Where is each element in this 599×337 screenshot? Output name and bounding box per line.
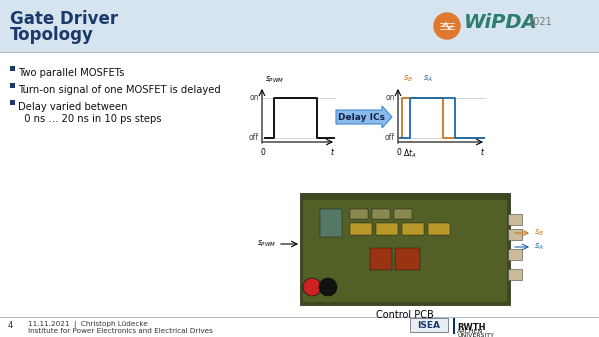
Text: Delay varied between
  0 ns … 20 ns in 10 ps steps: Delay varied between 0 ns … 20 ns in 10 … xyxy=(18,102,162,124)
Bar xyxy=(320,209,342,237)
Text: Delay ICs: Delay ICs xyxy=(337,113,385,122)
Bar xyxy=(508,214,522,225)
Bar xyxy=(0,0,599,52)
Text: $s_B$: $s_B$ xyxy=(403,73,413,84)
Bar xyxy=(300,193,510,305)
Bar xyxy=(428,223,450,235)
Text: WiPDA: WiPDA xyxy=(464,12,538,31)
Text: Gate Driver: Gate Driver xyxy=(10,10,118,28)
Text: Institute for Power Electronics and Electrical Drives: Institute for Power Electronics and Elec… xyxy=(28,328,213,334)
Bar xyxy=(395,248,420,270)
Text: off: off xyxy=(249,133,259,143)
Text: Control PCB: Control PCB xyxy=(376,310,434,320)
Text: $s_{PWM}$: $s_{PWM}$ xyxy=(265,74,284,85)
Text: Topology: Topology xyxy=(10,26,94,44)
Text: 4: 4 xyxy=(8,321,13,330)
Bar xyxy=(350,223,372,235)
Bar xyxy=(372,209,390,219)
Text: on: on xyxy=(250,93,259,102)
Bar xyxy=(508,249,522,260)
Text: $s_B$: $s_B$ xyxy=(534,228,544,238)
Bar xyxy=(10,100,15,105)
Text: 0: 0 xyxy=(397,148,401,157)
Text: $s_{PWM}$: $s_{PWM}$ xyxy=(257,239,276,249)
Text: on: on xyxy=(386,93,395,102)
Text: AACHEN: AACHEN xyxy=(457,329,483,334)
Text: $\Delta t_A$: $\Delta t_A$ xyxy=(403,148,417,160)
Bar xyxy=(394,209,412,219)
Text: 11.11.2021  |  Christoph Lüdecke: 11.11.2021 | Christoph Lüdecke xyxy=(28,321,148,328)
Text: $s_A$: $s_A$ xyxy=(423,73,433,84)
FancyArrow shape xyxy=(336,106,392,128)
Bar xyxy=(370,248,392,270)
Text: off: off xyxy=(385,133,395,143)
Bar xyxy=(10,83,15,88)
Text: ISEA: ISEA xyxy=(418,320,440,330)
Bar xyxy=(508,269,522,280)
Bar xyxy=(402,223,424,235)
Text: t: t xyxy=(331,148,334,157)
Text: t: t xyxy=(480,148,483,157)
Circle shape xyxy=(434,13,460,39)
Text: 0: 0 xyxy=(261,148,265,157)
Text: RWTH: RWTH xyxy=(457,323,486,332)
Text: 2021: 2021 xyxy=(527,17,552,27)
Text: Turn-on signal of one MOSFET is delayed: Turn-on signal of one MOSFET is delayed xyxy=(18,85,221,95)
Bar xyxy=(350,209,368,219)
Bar xyxy=(376,223,398,235)
Bar xyxy=(508,229,522,240)
Circle shape xyxy=(319,278,337,296)
Bar xyxy=(303,200,507,302)
Bar xyxy=(453,318,455,334)
Text: UNIVERSITY: UNIVERSITY xyxy=(457,333,494,337)
Circle shape xyxy=(303,278,321,296)
Bar xyxy=(410,318,448,332)
Text: $s_A$: $s_A$ xyxy=(534,242,544,252)
Text: Two parallel MOSFETs: Two parallel MOSFETs xyxy=(18,68,125,78)
Bar xyxy=(10,66,15,71)
